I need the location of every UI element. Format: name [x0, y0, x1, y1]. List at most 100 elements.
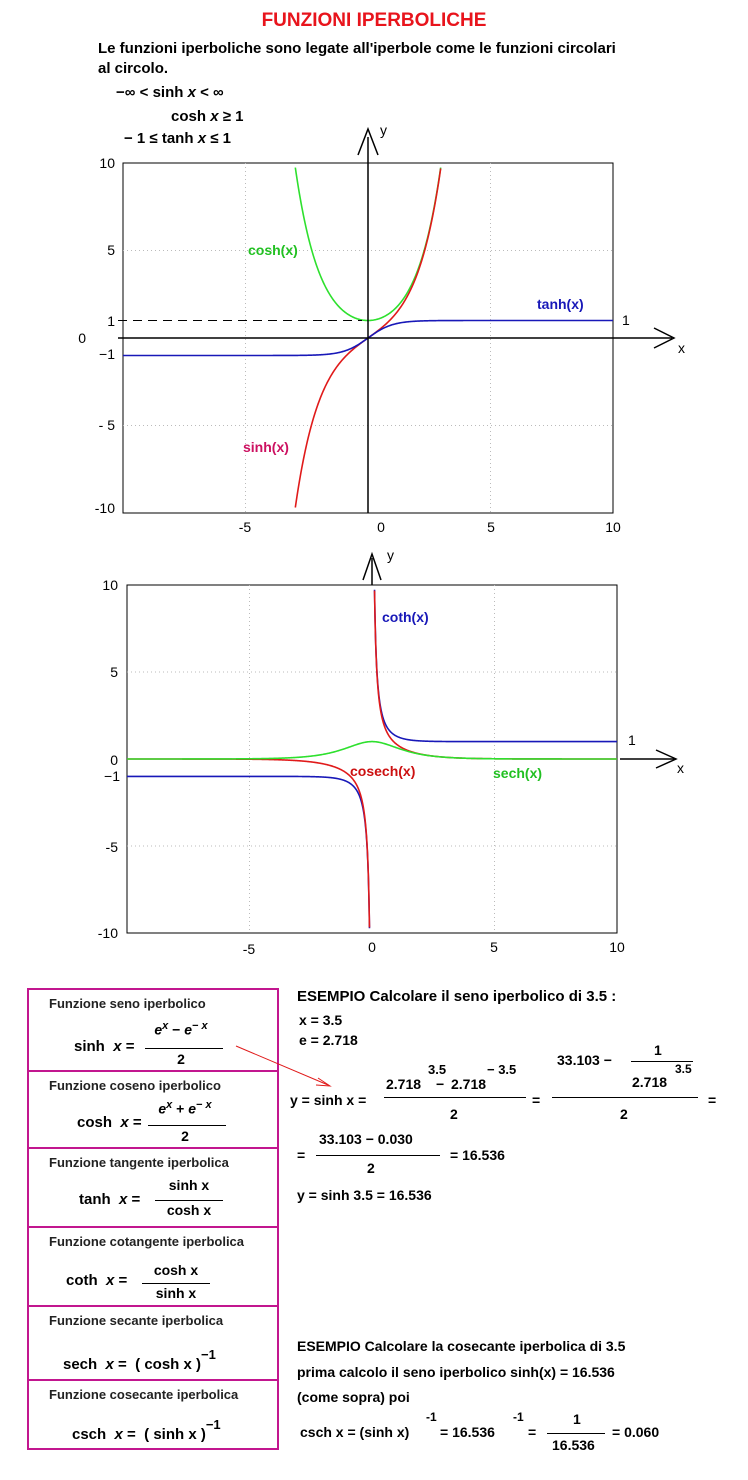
example1-num2: 33.103 − — [557, 1052, 612, 1068]
formula-csch: csch x = ( sinh x )−1 — [72, 1417, 221, 1443]
formula-lhs: coth x = — [66, 1272, 128, 1289]
chart-hyperbolic-sinh-cosh-tanh: x y 1 10 5 1 0 −1 - 5 -10 -5 0 5 10 cosh… — [78, 122, 685, 535]
example1-exp2: 3.5 — [675, 1062, 692, 1076]
chart-hyperbolic-coth-csch-sech: x y 1 10 5 0 −1 -5 -10 -5 0 5 10 coth(x)… — [98, 547, 684, 957]
intro-line-1: Le funzioni iperboliche sono legate all'… — [98, 40, 616, 57]
chart1-y-arrow — [357, 126, 379, 156]
chart1-asymptote-label: 1 — [622, 312, 630, 328]
chart1-ytick-minus5: - 5 — [99, 417, 116, 433]
example1-one: 1 — [654, 1042, 662, 1058]
example1-heading: ESEMPIO Calcolare il seno iperbolico di … — [297, 988, 617, 1005]
formula-denominator: sinh x — [155, 1285, 197, 1301]
example1-x-value: x = 3.5 — [299, 1012, 343, 1028]
example1-minus: − — [436, 1076, 445, 1092]
chart2-y-arrow — [362, 551, 382, 581]
formula-lhs: tanh x = — [79, 1191, 141, 1208]
formula-numerator: ex − e− x — [154, 1020, 208, 1038]
chart1-y-axis-label: y — [380, 122, 387, 138]
chart2-ytick-5: 5 — [110, 664, 118, 680]
example2-den: 16.536 — [552, 1437, 595, 1453]
chart2-series-label-sech: sech(x) — [493, 765, 542, 781]
example1-final: y = sinh 3.5 = 16.536 — [297, 1187, 432, 1203]
function-heading: Funzione cosecante iperbolica — [49, 1387, 239, 1402]
example1-eq2: = — [708, 1092, 717, 1108]
chart2-asymptote-label: 1 — [628, 732, 636, 748]
formula-denominator: 2 — [177, 1051, 185, 1067]
chart2-x-axis-label: x — [677, 760, 684, 776]
function-box-cosh: Funzione coseno iperbolico cosh x = ex +… — [27, 1070, 279, 1149]
formula-numerator: cosh x — [153, 1262, 199, 1278]
example2-exp1: -1 — [426, 1410, 437, 1424]
function-heading: Funzione coseno iperbolico — [49, 1078, 221, 1093]
chart2-series-label-coth: coth(x) — [382, 609, 429, 625]
fraction-bar — [552, 1097, 698, 1098]
chart1-xtick-5: 5 — [487, 519, 495, 535]
chart1-x-arrow — [653, 327, 676, 349]
chart1-series-label-sinh: sinh(x) — [243, 439, 289, 455]
fraction-bar — [547, 1433, 605, 1434]
function-box-tanh: Funzione tangente iperbolica tanh x = si… — [27, 1147, 279, 1228]
chart2-y-axis-label: y — [387, 547, 394, 563]
fraction-bar — [148, 1125, 226, 1126]
formula-denominator: 2 — [181, 1128, 189, 1144]
chart1-xtick-10: 10 — [605, 519, 621, 535]
example1-base-b: 2.718 — [451, 1076, 487, 1092]
series-line-coth — [373, 589, 617, 743]
example2-result: = 0.060 — [612, 1424, 660, 1440]
example1-e-value: e = 2.718 — [299, 1032, 358, 1048]
example1-num3: 33.103 − 0.030 — [319, 1131, 413, 1147]
chart1-x-axis-label: x — [678, 340, 685, 356]
formula-lhs: sinh x = — [74, 1038, 135, 1055]
example2-line1: ESEMPIO Calcolare la cosecante iperbolic… — [297, 1338, 626, 1354]
fraction-bar — [142, 1283, 210, 1284]
example1-result: = 16.536 — [450, 1147, 505, 1163]
function-heading: Funzione tangente iperbolica — [49, 1155, 229, 1170]
function-box-csch: Funzione cosecante iperbolica csch x = (… — [27, 1379, 279, 1450]
example2-num: 1 — [573, 1411, 581, 1427]
chart2-series-label-cosech: cosech(x) — [350, 763, 415, 779]
formula-lhs: cosh x = — [77, 1114, 142, 1131]
function-heading: Funzione cotangente iperbolica — [49, 1234, 245, 1249]
chart2-ytick-minus5: -5 — [106, 839, 119, 855]
fraction-bar — [631, 1061, 693, 1062]
fraction-bar — [384, 1097, 526, 1098]
example2-line3: (come sopra) poi — [297, 1389, 410, 1405]
example1-lhs: y = sinh x = — [290, 1092, 367, 1108]
formula-numerator: ex + e− x — [158, 1099, 212, 1117]
chart1-xtick-0: 0 — [377, 519, 385, 535]
intro-line-2: al circolo. — [98, 60, 169, 77]
example2-line2: prima calcolo il seno iperbolico sinh(x)… — [297, 1364, 615, 1380]
fraction-bar — [316, 1155, 440, 1156]
example1-den2: 2 — [620, 1106, 628, 1122]
example2-lhs: csch x = (sinh x) — [300, 1424, 410, 1440]
inequality-sinh: −∞ < sinh x < ∞ — [116, 84, 224, 101]
fraction-bar — [145, 1048, 223, 1049]
inequality-tanh: − 1 ≤ tanh x ≤ 1 — [124, 130, 231, 147]
example2-eq: = — [528, 1424, 537, 1440]
series-line-sech — [127, 740, 617, 760]
example1-eq: = — [532, 1092, 541, 1108]
function-heading: Funzione secante iperbolica — [49, 1313, 224, 1328]
example1-base-a: 2.718 — [386, 1076, 422, 1092]
chart1-ytick-0: 0 — [78, 330, 86, 346]
chart1-series-label-tanh: tanh(x) — [537, 296, 584, 312]
example2-exp2: -1 — [513, 1410, 524, 1424]
formula-sech: sech x = ( cosh x )−1 — [63, 1347, 216, 1373]
example1-line2-eq: = — [297, 1147, 306, 1163]
function-heading: Funzione seno iperbolico — [49, 996, 206, 1011]
series-line-coth — [127, 775, 371, 929]
function-box-sinh: Funzione seno iperbolico sinh x = ex − e… — [27, 988, 279, 1072]
example1-exp-pos: 3.5 — [428, 1062, 447, 1077]
chart2-xtick-0: 0 — [368, 939, 376, 955]
example1-base2: 2.718 — [632, 1074, 668, 1090]
chart1-ytick-minus10: -10 — [95, 500, 115, 516]
formula-denominator: cosh x — [166, 1202, 212, 1218]
chart2-xtick-10: 10 — [609, 939, 625, 955]
chart1-xtick-minus5: -5 — [239, 519, 252, 535]
chart1-ytick-minus1: −1 — [99, 346, 115, 362]
chart1-series-label-cosh: cosh(x) — [248, 242, 298, 258]
chart2-x-arrow — [655, 749, 678, 769]
chart1-ytick-5: 5 — [107, 242, 115, 258]
page-title: FUNZIONI IPERBOLICHE — [261, 10, 487, 31]
